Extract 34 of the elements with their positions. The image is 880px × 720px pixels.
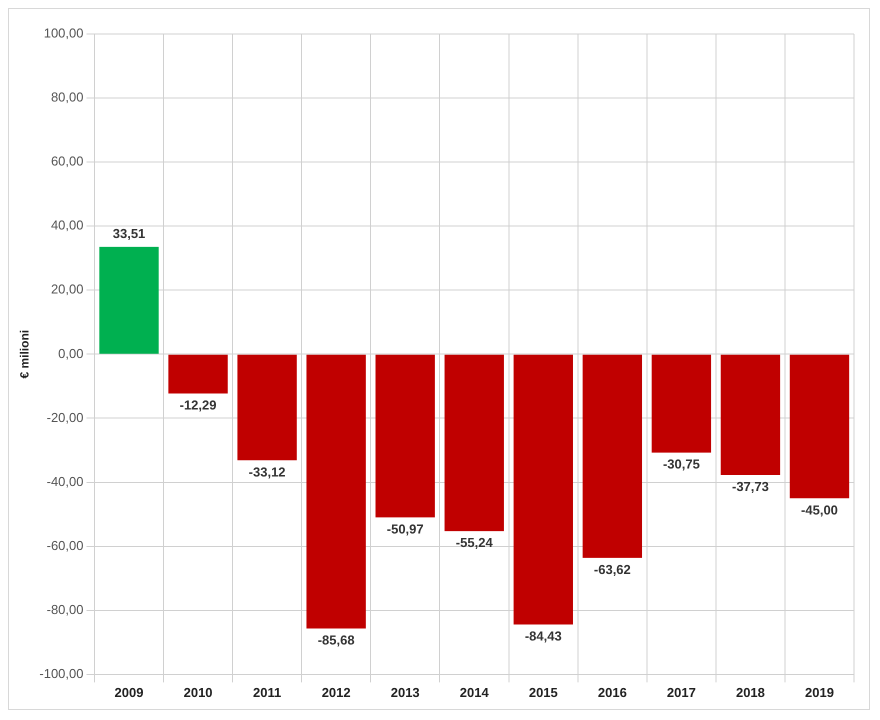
x-tick-label: 2013 <box>390 684 420 700</box>
y-tick-label: 40,00 <box>50 218 84 233</box>
data-label: -45,00 <box>801 502 838 518</box>
x-tick-label: 2015 <box>528 684 558 700</box>
y-tick-label: -60,00 <box>46 538 84 553</box>
data-label: 33,51 <box>112 226 146 241</box>
x-tick-label: 2014 <box>460 684 490 700</box>
data-label: -50,97 <box>386 521 424 536</box>
data-label: -30,75 <box>662 456 700 472</box>
x-tick-label: 2010 <box>184 684 213 700</box>
y-tick-label: 100,00 <box>44 26 84 41</box>
data-label: -63,62 <box>594 562 631 577</box>
data-label: -84,43 <box>524 628 562 644</box>
x-tick-label: 2009 <box>114 684 144 700</box>
data-label: -12,29 <box>180 398 216 413</box>
y-tick-label: -80,00 <box>46 602 84 617</box>
data-label: -55,24 <box>456 535 494 550</box>
y-tick-label: 80,00 <box>50 90 84 105</box>
y-tick-label: 60,00 <box>50 154 84 169</box>
y-tick-label: -100,00 <box>39 666 84 681</box>
y-tick-label: 0,00 <box>58 346 84 361</box>
x-tick-label: 2018 <box>736 684 765 700</box>
x-tick-label: 2017 <box>666 684 696 700</box>
y-tick-label: -20,00 <box>46 410 84 425</box>
y-tick-label: -40,00 <box>46 474 84 489</box>
data-label: -85,68 <box>318 632 355 648</box>
data-label: -37,73 <box>732 479 769 494</box>
x-tick-label: 2012 <box>322 684 351 700</box>
y-axis-title: € milioni <box>18 330 32 379</box>
x-tick-label: 2016 <box>598 684 627 700</box>
y-tick-label: 20,00 <box>50 282 84 297</box>
x-tick-label: 2011 <box>253 684 282 700</box>
x-tick-label: 2019 <box>805 684 834 700</box>
data-label: -33,12 <box>248 464 286 480</box>
